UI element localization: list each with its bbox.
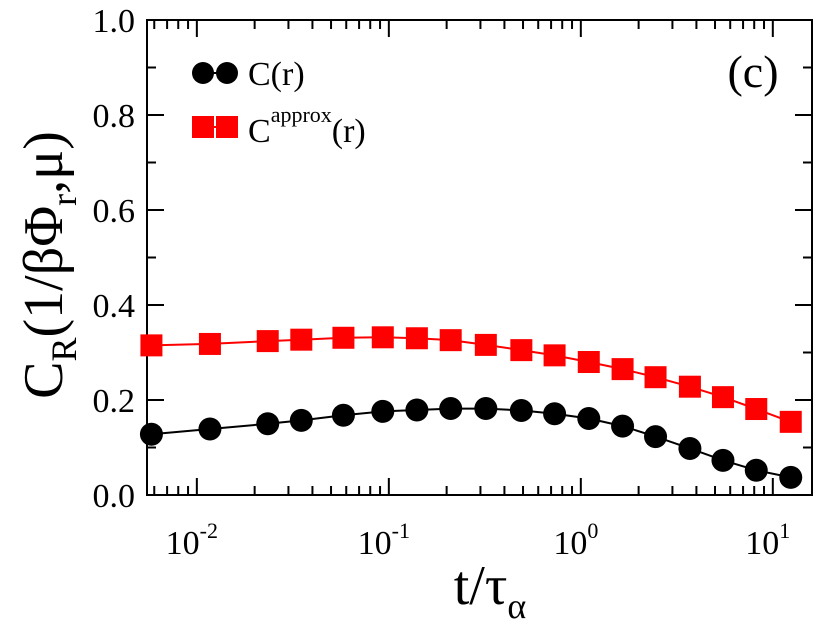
x-axis-label-base: t/τ bbox=[454, 555, 508, 617]
legend-label-c-approx: Capprox(r) bbox=[248, 102, 366, 150]
legend-marker-c-approx bbox=[192, 116, 214, 138]
data-point-square bbox=[779, 410, 802, 433]
legend-marker-c-approx bbox=[216, 116, 238, 138]
y-tick-label: 0.0 bbox=[93, 478, 136, 515]
data-point-circle bbox=[611, 414, 635, 438]
series-layer bbox=[139, 326, 803, 489]
data-point-square bbox=[543, 344, 566, 367]
y-tick-label: 0.2 bbox=[93, 383, 136, 420]
data-point-circle bbox=[509, 398, 533, 422]
x-tick-label-exp: 0 bbox=[587, 518, 598, 543]
data-point-circle bbox=[711, 448, 735, 472]
y-axis-label-sub2: r bbox=[44, 194, 84, 206]
x-axis-label: t/τα bbox=[454, 555, 527, 626]
legend-marker-c-r bbox=[192, 62, 214, 84]
series-c-r bbox=[139, 397, 803, 489]
x-tick-label-exp: 1 bbox=[779, 518, 790, 543]
panel-label: (c) bbox=[727, 46, 778, 97]
y-axis-label: CR(1/βΦr,μ) bbox=[13, 131, 84, 399]
data-point-square bbox=[577, 351, 600, 373]
legend-item-c-r: C(r) bbox=[192, 56, 305, 93]
x-tick-label: 101 bbox=[745, 518, 790, 562]
data-point-circle bbox=[644, 425, 668, 449]
data-point-circle bbox=[139, 422, 163, 446]
data-point-circle bbox=[256, 412, 280, 436]
y-tick-label: 1.0 bbox=[93, 3, 136, 40]
data-point-square bbox=[198, 332, 221, 355]
data-point-square bbox=[290, 328, 313, 351]
x-tick-label: 10-2 bbox=[166, 518, 218, 562]
y-tick-label: 0.6 bbox=[93, 193, 136, 230]
legend-item-c-approx: Capprox(r) bbox=[192, 102, 366, 150]
legend: C(r) Capprox(r) bbox=[192, 56, 366, 150]
legend-label-c-approx-tail: (r) bbox=[332, 113, 366, 150]
data-point-square bbox=[745, 398, 768, 421]
data-point-circle bbox=[577, 407, 601, 431]
x-tick-label: 10-1 bbox=[358, 518, 410, 562]
data-point-square bbox=[678, 375, 701, 398]
legend-label-c-r-text: C(r) bbox=[248, 56, 305, 93]
data-point-circle bbox=[405, 398, 429, 422]
data-point-circle bbox=[543, 402, 567, 426]
series-c-approx bbox=[140, 326, 802, 433]
data-point-square bbox=[405, 327, 428, 350]
x-tick-label-exp: -2 bbox=[200, 518, 218, 543]
legend-marker-c-r bbox=[216, 62, 238, 84]
data-point-square bbox=[510, 339, 533, 362]
data-point-circle bbox=[439, 397, 463, 421]
y-tick-label: 0.4 bbox=[93, 288, 136, 325]
x-axis-label-sub: α bbox=[507, 586, 526, 626]
x-tick-label: 100 bbox=[553, 518, 598, 562]
x-tick-label-exp: -1 bbox=[392, 518, 410, 543]
data-point-circle bbox=[331, 403, 355, 427]
data-point-square bbox=[371, 326, 394, 349]
legend-label-c-approx-base: C bbox=[248, 113, 271, 150]
y-axis-label-base: C bbox=[13, 361, 75, 398]
x-tick-label-base: 10 bbox=[745, 525, 779, 562]
data-point-circle bbox=[198, 417, 222, 441]
data-point-circle bbox=[744, 458, 768, 482]
y-axis-label-mid: (1/βΦ bbox=[13, 206, 75, 338]
legend-label-c-approx-sup: approx bbox=[271, 102, 332, 127]
data-point-circle bbox=[474, 397, 498, 421]
data-point-square bbox=[256, 330, 279, 353]
data-point-square bbox=[474, 333, 497, 356]
x-tick-label-base: 10 bbox=[553, 525, 587, 562]
data-point-circle bbox=[289, 408, 313, 432]
x-tick-label-base: 10 bbox=[358, 525, 392, 562]
y-axis-label-sub1: R bbox=[44, 337, 84, 361]
data-point-circle bbox=[779, 465, 803, 489]
x-tick-label-base: 10 bbox=[166, 525, 200, 562]
y-axis-label-tail: ,μ) bbox=[13, 131, 75, 194]
data-point-circle bbox=[678, 436, 702, 460]
data-point-square bbox=[644, 366, 667, 389]
data-point-square bbox=[439, 329, 462, 352]
data-point-circle bbox=[371, 399, 395, 423]
data-point-square bbox=[611, 358, 634, 381]
data-point-square bbox=[140, 334, 163, 357]
data-point-square bbox=[711, 386, 734, 409]
data-point-square bbox=[332, 326, 355, 349]
y-tick-label: 0.8 bbox=[93, 98, 136, 135]
legend-label-c-r: C(r) bbox=[248, 56, 305, 93]
